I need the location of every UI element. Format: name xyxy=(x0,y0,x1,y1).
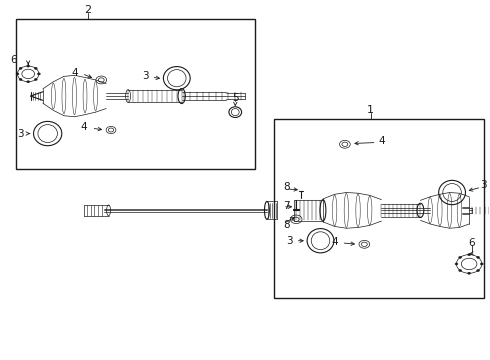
Text: 4: 4 xyxy=(378,136,385,147)
Text: 2: 2 xyxy=(84,5,91,15)
Bar xyxy=(16,19,255,169)
Text: 1: 1 xyxy=(367,105,374,115)
Circle shape xyxy=(16,73,19,75)
Text: 6: 6 xyxy=(10,55,17,65)
Circle shape xyxy=(467,272,470,274)
Text: 3: 3 xyxy=(18,129,24,139)
Text: 7: 7 xyxy=(283,201,290,211)
Circle shape xyxy=(467,253,470,256)
Text: 5: 5 xyxy=(232,93,239,103)
Circle shape xyxy=(477,256,480,258)
Text: 3: 3 xyxy=(287,236,293,246)
Circle shape xyxy=(477,269,480,271)
Circle shape xyxy=(34,78,37,81)
Text: 4: 4 xyxy=(81,122,88,132)
Circle shape xyxy=(455,263,458,265)
Circle shape xyxy=(459,256,462,258)
Circle shape xyxy=(19,78,22,81)
Bar xyxy=(274,119,484,298)
Text: 3: 3 xyxy=(480,180,487,190)
Circle shape xyxy=(27,65,30,67)
Text: 6: 6 xyxy=(468,238,475,248)
Circle shape xyxy=(27,81,30,83)
Text: 4: 4 xyxy=(71,68,78,78)
Circle shape xyxy=(19,67,22,69)
Text: 4: 4 xyxy=(332,237,339,247)
Text: 8: 8 xyxy=(283,182,290,192)
Circle shape xyxy=(37,73,40,75)
Circle shape xyxy=(459,269,462,271)
Circle shape xyxy=(480,263,483,265)
Circle shape xyxy=(34,67,37,69)
Text: 8: 8 xyxy=(283,220,290,230)
Text: 3: 3 xyxy=(142,71,148,81)
